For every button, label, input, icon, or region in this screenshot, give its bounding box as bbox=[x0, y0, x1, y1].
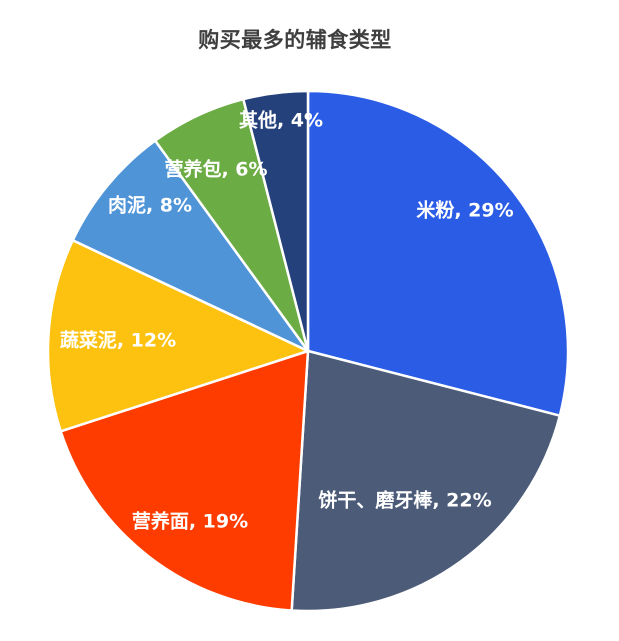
pie-slice-6 bbox=[242, 89, 310, 353]
slice-label-2: 营养面, 19% bbox=[132, 510, 248, 533]
slice-label-6: 其他, 4% bbox=[239, 109, 323, 132]
slice-label-3: 蔬菜泥, 12% bbox=[60, 329, 176, 352]
pie-slice-3 bbox=[46, 239, 310, 433]
pie-slice-1 bbox=[290, 349, 562, 613]
slice-label-1: 饼干、磨牙棒, 22% bbox=[318, 489, 491, 512]
pie-slice-0 bbox=[306, 89, 570, 417]
slice-label-5: 营养包, 6% bbox=[164, 158, 267, 181]
slice-label-0: 米粉, 29% bbox=[416, 199, 513, 222]
pie-slice-4 bbox=[71, 139, 310, 353]
pie-slice-2 bbox=[59, 349, 310, 612]
chart-title: 购买最多的辅食类型 bbox=[198, 28, 392, 52]
slice-label-4: 肉泥, 8% bbox=[108, 194, 192, 217]
